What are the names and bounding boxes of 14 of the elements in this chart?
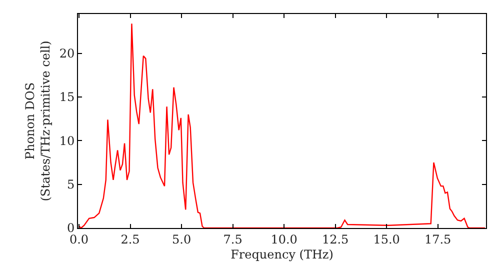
y-tick-label: 10: [59, 134, 75, 148]
x-axis-title: Frequency (THz): [230, 247, 334, 262]
x-tick-label: 2.5: [120, 232, 140, 246]
y-tick-label: 5: [66, 178, 75, 192]
y-tick-label: 20: [59, 46, 75, 61]
x-tick-label: 15.0: [373, 232, 400, 246]
x-tick-label: 7.5: [223, 232, 242, 246]
x-tick-label: 10.0: [270, 232, 298, 246]
line-series: [78, 23, 486, 228]
x-tick-label: 12.5: [322, 232, 349, 246]
x-tick-label: 17.5: [424, 232, 452, 246]
x-tick-label: 5.0: [172, 232, 192, 246]
y-tick-label: 15: [59, 90, 75, 104]
y-axis-title: Phonon DOS (States/THz·primitive cell): [23, 40, 53, 202]
